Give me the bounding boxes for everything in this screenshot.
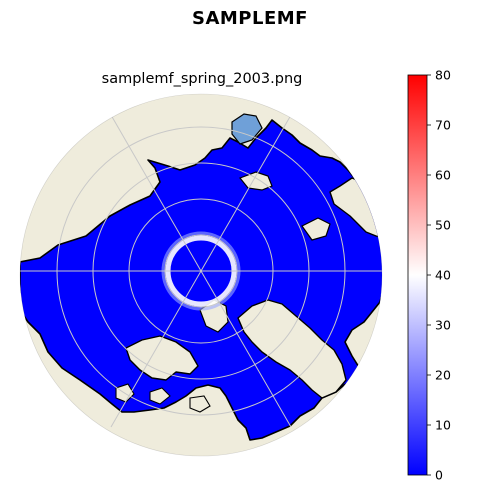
- colorbar-tick-label: 10: [435, 418, 451, 433]
- nordic-sea-water: [231, 113, 263, 145]
- figure-title: SAMPLEMF: [192, 8, 308, 29]
- colorbar: [407, 74, 428, 476]
- colorbar-tick-label: 80: [435, 68, 451, 83]
- colorbar-ticks: 80 70 60 50 40 30 20 10 0: [427, 68, 451, 483]
- svalbard-land: [239, 171, 273, 191]
- colorbar-tick-label: 50: [435, 218, 451, 233]
- colorbar-tick-label: 60: [435, 168, 451, 183]
- alaska-land: [237, 299, 347, 399]
- colorbar-tick-label: 0: [435, 468, 443, 483]
- colorbar-tick-label: 20: [435, 368, 451, 383]
- colorbar-tick-label: 40: [435, 268, 451, 283]
- map-title: samplemf_spring_2003.png: [101, 71, 303, 87]
- colorbar-tick-label: 30: [435, 318, 451, 333]
- novaya-zemlya: [301, 217, 331, 241]
- longitude-gridlines: [20, 114, 382, 428]
- colorbar-tick-label: 70: [435, 118, 451, 133]
- map-boundary: [19, 93, 383, 457]
- island-small-3: [189, 395, 211, 413]
- island-small-2: [149, 387, 171, 405]
